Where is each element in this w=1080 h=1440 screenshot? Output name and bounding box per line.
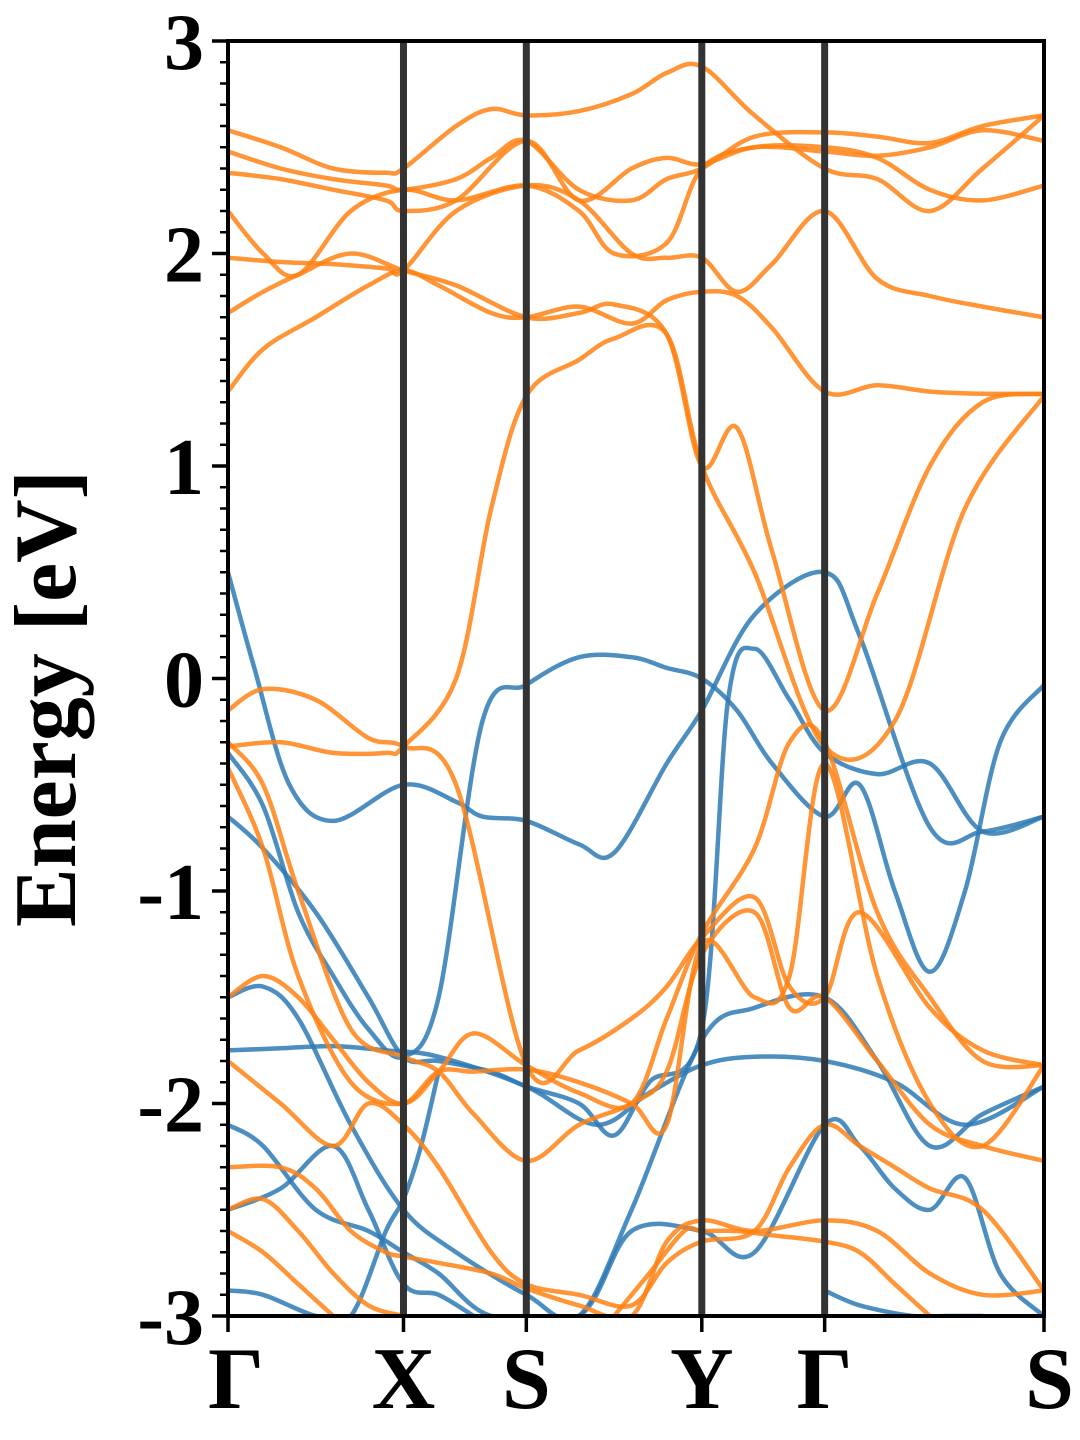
valence-band-line xyxy=(228,652,1044,1060)
conduction-band-line xyxy=(228,1196,406,1316)
conduction-band-line xyxy=(611,1225,933,1316)
valence-band-line xyxy=(228,1143,476,1316)
x-tick-label: S xyxy=(502,1331,551,1428)
high-symmetry-lines xyxy=(399,41,829,1316)
valence-band-line xyxy=(228,983,1044,1316)
y-tick-label: -3 xyxy=(137,1274,204,1362)
x-tick-label: Γ xyxy=(797,1331,853,1428)
y-tick-label: -2 xyxy=(137,1062,204,1150)
conduction-band-line xyxy=(228,1163,1044,1316)
conduction-band-line xyxy=(228,251,1044,713)
conduction-band-line xyxy=(228,686,1044,1086)
y-tick-label: 3 xyxy=(164,0,204,87)
series-layer xyxy=(228,61,1044,1316)
valence-band-line xyxy=(228,645,1044,1138)
conduction-band-line xyxy=(228,182,1044,320)
conduction-band-line xyxy=(228,1228,336,1316)
y-tick-label: -1 xyxy=(137,849,204,937)
conduction-band-line xyxy=(228,740,1044,1164)
y-tick-label: 2 xyxy=(164,212,204,300)
conduction-band-line xyxy=(228,268,1044,397)
valence-band-line xyxy=(822,1288,985,1316)
y-axis-ticks: 3 2 1 0 -1 -2 -3 xyxy=(137,0,228,1362)
x-tick-label: S xyxy=(1025,1331,1074,1428)
x-tick-label: X xyxy=(372,1331,436,1428)
conduction-band-line xyxy=(228,128,1044,214)
conduction-band-line xyxy=(228,761,1044,1150)
valence-band-line xyxy=(228,1069,441,1316)
conduction-band-line xyxy=(228,722,1044,1111)
x-tick-label: Y xyxy=(670,1331,734,1428)
y-axis-label: Energy [eV] xyxy=(0,470,95,927)
conduction-band-line xyxy=(228,322,1044,763)
x-tick-label: Γ xyxy=(208,1331,264,1428)
conduction-band-line xyxy=(228,142,1044,279)
conduction-band-line xyxy=(228,113,1044,204)
y-tick-label: 0 xyxy=(164,637,204,725)
conduction-band-line xyxy=(228,61,1044,214)
valence-band-line xyxy=(228,569,1044,861)
y-tick-label: 1 xyxy=(164,424,204,512)
